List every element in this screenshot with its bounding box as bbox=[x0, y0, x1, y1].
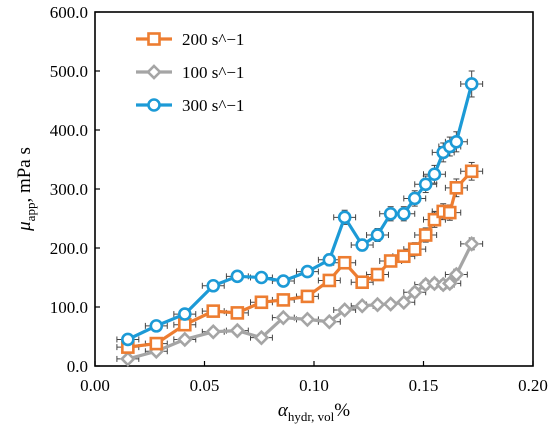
data-point bbox=[337, 255, 352, 270]
data-point bbox=[406, 284, 423, 301]
data-point bbox=[120, 351, 136, 367]
data-point bbox=[176, 331, 193, 348]
data-point bbox=[464, 77, 479, 91]
data-point bbox=[370, 228, 385, 242]
data-point bbox=[337, 210, 352, 225]
y-tick-label: 0.0 bbox=[67, 357, 88, 376]
data-point bbox=[276, 293, 291, 307]
data-point bbox=[276, 274, 291, 288]
data-point bbox=[383, 206, 398, 221]
y-tick-label: 200.0 bbox=[50, 239, 88, 258]
data-point bbox=[418, 177, 433, 192]
legend-label: 100 s^−1 bbox=[182, 63, 244, 82]
axes: 0.0 100.0 200.0 300.0 400.0 500.0 600.0 0.00 0.0… bbox=[50, 3, 548, 395]
data-point bbox=[396, 249, 411, 264]
legend-item: 100 s^−1 bbox=[136, 63, 244, 82]
data-point bbox=[121, 332, 135, 347]
y-tick-label: 300.0 bbox=[50, 180, 88, 199]
legend-swatch-marker bbox=[147, 32, 161, 46]
data-point bbox=[449, 135, 464, 149]
legend-label: 200 s^−1 bbox=[182, 30, 244, 49]
series-square bbox=[121, 164, 479, 354]
data-point bbox=[463, 236, 480, 252]
data-point bbox=[336, 302, 353, 318]
data-point bbox=[427, 167, 442, 182]
data-point bbox=[418, 228, 433, 242]
legend: 200 s^−1 100 s^−1 300 s^−1 bbox=[136, 30, 244, 115]
data-point bbox=[299, 311, 316, 328]
data-point bbox=[383, 254, 398, 268]
data-point bbox=[254, 270, 269, 285]
data-point bbox=[254, 295, 269, 310]
data-point bbox=[382, 296, 399, 312]
data-point bbox=[407, 242, 422, 256]
data-point bbox=[370, 267, 385, 282]
x-tick-label: 0.05 bbox=[190, 376, 220, 395]
legend-label: 300 s^−1 bbox=[182, 96, 244, 115]
data-point bbox=[275, 309, 292, 326]
data-point bbox=[149, 336, 164, 351]
data-point bbox=[149, 319, 164, 333]
y-tick-label: 100.0 bbox=[50, 298, 88, 317]
data-point bbox=[354, 297, 371, 314]
legend-item: 300 s^−1 bbox=[136, 96, 244, 115]
y-tick-label: 400.0 bbox=[50, 121, 88, 140]
data-point bbox=[321, 313, 338, 330]
legend-swatch-marker bbox=[146, 64, 162, 80]
data-point bbox=[206, 278, 221, 293]
y-tick-label: 600.0 bbox=[50, 3, 88, 22]
data-point bbox=[407, 191, 422, 206]
axis-labels: αhydr, vol% μapp, mPa s bbox=[14, 147, 350, 424]
data-point bbox=[205, 323, 222, 340]
x-tick-label: 0.15 bbox=[409, 376, 439, 395]
errorbars-circle bbox=[116, 70, 484, 343]
data-point bbox=[442, 205, 457, 220]
y-tick-label: 500.0 bbox=[50, 62, 88, 81]
x-tick-label: 0.10 bbox=[299, 376, 329, 395]
data-point bbox=[322, 273, 337, 288]
data-point bbox=[448, 266, 465, 283]
data-point bbox=[355, 275, 369, 290]
data-point bbox=[253, 329, 270, 346]
data-point bbox=[177, 307, 192, 321]
data-point bbox=[230, 269, 245, 284]
data-point bbox=[300, 289, 315, 304]
data-point bbox=[449, 181, 464, 195]
legend-swatch-marker bbox=[147, 98, 161, 112]
data-point bbox=[206, 304, 221, 318]
data-point bbox=[441, 275, 458, 292]
legend-item: 200 s^−1 bbox=[136, 30, 244, 49]
x-tick-label: 0.20 bbox=[518, 376, 548, 395]
data-point bbox=[300, 264, 315, 279]
y-axis-title: μapp, mPa s bbox=[14, 147, 38, 232]
data-point bbox=[369, 296, 386, 313]
data-point bbox=[355, 238, 369, 252]
data-point bbox=[322, 252, 337, 267]
data-point bbox=[464, 164, 479, 179]
data-point bbox=[427, 212, 442, 227]
x-axis-title: αhydr, vol% bbox=[278, 400, 350, 424]
data-point bbox=[230, 306, 245, 320]
data-point bbox=[229, 322, 246, 339]
series-diamond bbox=[120, 236, 480, 367]
data-point bbox=[395, 294, 412, 311]
x-tick-label: 0.00 bbox=[80, 376, 110, 395]
data-point bbox=[396, 206, 411, 221]
series-circle bbox=[121, 77, 479, 347]
series-group bbox=[120, 77, 480, 367]
series-line-circle bbox=[127, 83, 474, 341]
